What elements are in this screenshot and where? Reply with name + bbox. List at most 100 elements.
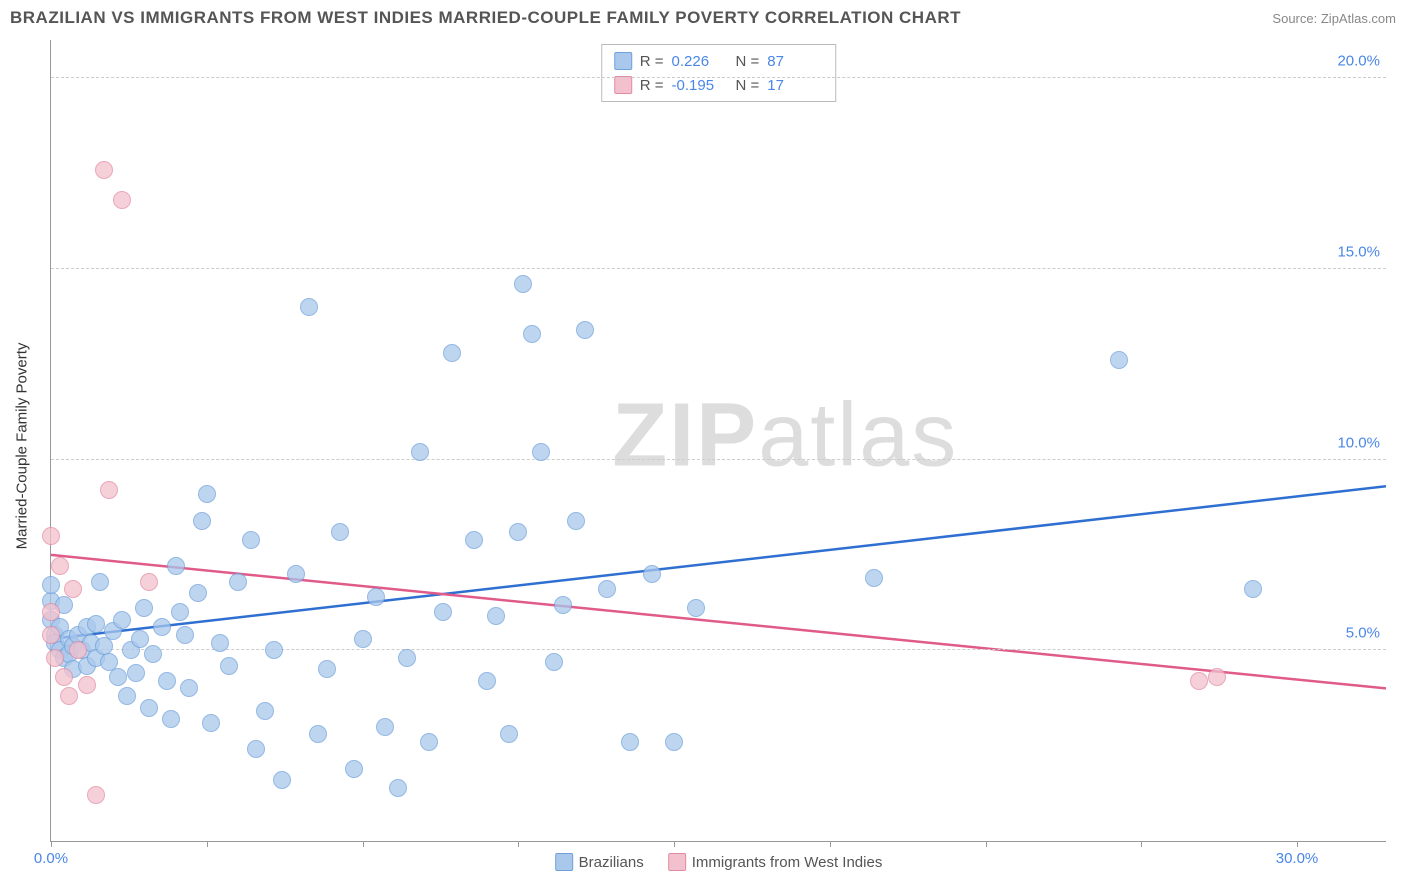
data-point	[865, 569, 883, 587]
data-point	[621, 733, 639, 751]
trend-line	[51, 555, 1386, 689]
data-point	[509, 523, 527, 541]
data-point	[247, 740, 265, 758]
data-point	[376, 718, 394, 736]
ytick-label: 10.0%	[1337, 434, 1380, 451]
data-point	[176, 626, 194, 644]
data-point	[158, 672, 176, 690]
data-point	[153, 618, 171, 636]
ytick-label: 15.0%	[1337, 243, 1380, 260]
data-point	[1110, 351, 1128, 369]
n-label: N =	[736, 77, 760, 94]
data-point	[514, 275, 532, 293]
watermark-bold: ZIP	[612, 385, 758, 485]
data-point	[135, 599, 153, 617]
xtick	[1141, 841, 1142, 847]
data-point	[109, 668, 127, 686]
data-point	[331, 523, 349, 541]
source: Source: ZipAtlas.com	[1272, 11, 1396, 26]
data-point	[1244, 580, 1262, 598]
data-point	[434, 603, 452, 621]
n-label: N =	[736, 53, 760, 70]
gridline	[51, 459, 1386, 460]
data-point	[220, 657, 238, 675]
data-point	[367, 588, 385, 606]
legend-swatch	[668, 853, 686, 871]
data-point	[140, 573, 158, 591]
y-axis-label: Married-Couple Family Poverty	[14, 343, 31, 550]
data-point	[118, 687, 136, 705]
data-point	[500, 725, 518, 743]
r-value: 0.226	[672, 53, 728, 70]
legend-label: Brazilians	[579, 854, 644, 871]
data-point	[265, 641, 283, 659]
data-point	[42, 626, 60, 644]
data-point	[487, 607, 505, 625]
data-point	[665, 733, 683, 751]
data-point	[140, 699, 158, 717]
data-point	[242, 531, 260, 549]
data-point	[554, 596, 572, 614]
data-point	[60, 687, 78, 705]
xtick-label: 30.0%	[1276, 850, 1319, 867]
data-point	[1208, 668, 1226, 686]
trend-lines	[51, 40, 1386, 841]
data-point	[211, 634, 229, 652]
data-point	[55, 668, 73, 686]
plot-area: ZIPatlas R =0.226N =87R =-0.195N =17 Bra…	[50, 40, 1386, 842]
legend-label: Immigrants from West Indies	[692, 854, 883, 871]
data-point	[64, 580, 82, 598]
xtick	[207, 841, 208, 847]
data-point	[532, 443, 550, 461]
n-value: 87	[767, 53, 823, 70]
data-point	[46, 649, 64, 667]
data-point	[354, 630, 372, 648]
data-point	[443, 344, 461, 362]
source-link[interactable]: ZipAtlas.com	[1321, 11, 1396, 26]
data-point	[171, 603, 189, 621]
data-point	[198, 485, 216, 503]
data-point	[87, 615, 105, 633]
data-point	[78, 676, 96, 694]
data-point	[389, 779, 407, 797]
legend-swatch	[614, 76, 632, 94]
data-point	[345, 760, 363, 778]
ytick-label: 20.0%	[1337, 53, 1380, 70]
xtick-label: 0.0%	[34, 850, 68, 867]
data-point	[42, 527, 60, 545]
data-point	[189, 584, 207, 602]
watermark: ZIPatlas	[612, 384, 958, 487]
data-point	[113, 611, 131, 629]
data-point	[576, 321, 594, 339]
xtick	[363, 841, 364, 847]
data-point	[42, 603, 60, 621]
n-value: 17	[767, 77, 823, 94]
data-point	[95, 161, 113, 179]
title-bar: BRAZILIAN VS IMMIGRANTS FROM WEST INDIES…	[10, 8, 1396, 28]
xtick	[830, 841, 831, 847]
legend-swatch	[614, 52, 632, 70]
trend-line	[51, 486, 1386, 639]
xtick	[51, 841, 52, 847]
data-point	[287, 565, 305, 583]
data-point	[411, 443, 429, 461]
legend-swatch	[555, 853, 573, 871]
data-point	[193, 512, 211, 530]
legend-stats: R =0.226N =87R =-0.195N =17	[601, 44, 837, 102]
chart-title: BRAZILIAN VS IMMIGRANTS FROM WEST INDIES…	[10, 8, 961, 28]
gridline	[51, 649, 1386, 650]
data-point	[42, 576, 60, 594]
xtick	[1297, 841, 1298, 847]
data-point	[545, 653, 563, 671]
data-point	[131, 630, 149, 648]
data-point	[100, 481, 118, 499]
data-point	[273, 771, 291, 789]
watermark-light: atlas	[758, 385, 958, 485]
xtick	[674, 841, 675, 847]
data-point	[127, 664, 145, 682]
data-point	[300, 298, 318, 316]
data-point	[180, 679, 198, 697]
data-point	[465, 531, 483, 549]
data-point	[687, 599, 705, 617]
data-point	[162, 710, 180, 728]
